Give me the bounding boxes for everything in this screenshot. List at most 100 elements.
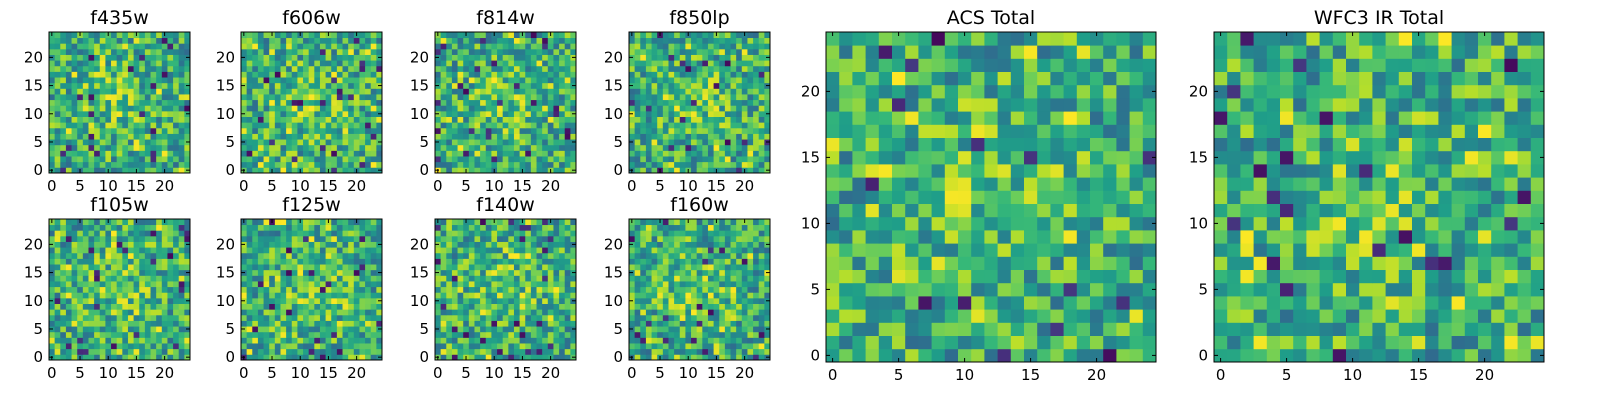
heatmap-cell — [331, 110, 338, 117]
heatmap-cell — [559, 269, 566, 276]
heatmap-cell — [49, 122, 56, 129]
heatmap-cell — [629, 343, 636, 350]
heatmap-cell — [342, 331, 349, 338]
heatmap-cell — [269, 161, 276, 168]
heatmap-cell — [303, 314, 310, 321]
heatmap-cell — [634, 122, 641, 129]
heatmap-cell — [485, 297, 492, 304]
heatmap-cell — [376, 292, 383, 299]
heatmap-cell — [246, 348, 253, 355]
heatmap-cell — [99, 150, 106, 157]
heatmap-cell — [144, 133, 151, 140]
heatmap-cell — [269, 99, 276, 106]
heatmap-cell — [559, 337, 566, 344]
heatmap-cell — [530, 82, 537, 89]
heatmap-cell — [497, 331, 504, 338]
heatmap-cell — [274, 348, 281, 355]
heatmap-cell — [308, 309, 315, 316]
heatmap-cell — [497, 99, 504, 106]
heatmap-cell — [241, 235, 248, 242]
heatmap-cell — [99, 314, 106, 321]
heatmap-cell — [127, 43, 134, 50]
heatmap-cells — [241, 219, 383, 361]
y-tick-label: 10 — [410, 105, 429, 123]
heatmap-cell — [365, 94, 372, 101]
heatmap-cell — [167, 139, 174, 146]
heatmap-cell — [474, 82, 481, 89]
heatmap-cell — [139, 264, 146, 271]
heatmap-cell — [764, 48, 771, 55]
heatmap-cell — [308, 331, 315, 338]
heatmap-cell — [707, 297, 714, 304]
heatmap-cell — [303, 348, 310, 355]
heatmap-cell — [297, 297, 304, 304]
heatmap-cell — [564, 309, 571, 316]
heatmap-cell — [559, 348, 566, 355]
heatmap-cell — [536, 105, 543, 112]
heatmap-cell — [513, 264, 520, 271]
heatmap-cell — [474, 269, 481, 276]
heatmap-cell — [629, 286, 636, 293]
heatmap-cell — [668, 116, 675, 123]
heatmap-cell — [651, 354, 658, 361]
heatmap-cell — [325, 82, 332, 89]
heatmap-cell — [696, 326, 703, 333]
heatmap-cell — [485, 37, 492, 44]
heatmap-cell — [156, 37, 163, 44]
heatmap-cell — [49, 252, 56, 259]
heatmap-cell — [724, 139, 731, 146]
heatmap-cell — [314, 122, 321, 129]
heatmap-cell — [491, 314, 498, 321]
heatmap-cell — [753, 60, 760, 67]
heatmap-cell — [297, 110, 304, 117]
heatmap-cell — [553, 314, 560, 321]
heatmap-cell — [365, 37, 372, 44]
heatmap-cell — [530, 122, 537, 129]
heatmap-cell — [65, 264, 72, 271]
heatmap-cell — [314, 156, 321, 163]
heatmap-cell — [634, 139, 641, 146]
heatmap-cell — [440, 320, 447, 327]
heatmap-cell — [297, 331, 304, 338]
heatmap-cell — [263, 281, 270, 288]
heatmap-cell — [440, 167, 447, 174]
heatmap-cell — [303, 65, 310, 72]
heatmap-cell — [241, 122, 248, 129]
y-tick-label: 20 — [216, 48, 235, 66]
heatmap-cell — [286, 320, 293, 327]
heatmap-cell — [336, 133, 343, 140]
heatmap-cell — [564, 71, 571, 78]
heatmap-cell — [662, 116, 669, 123]
heatmap-cell — [133, 292, 140, 299]
heatmap-cell — [133, 314, 140, 321]
heatmap-cell — [634, 292, 641, 299]
heatmap-cell — [640, 94, 647, 101]
heatmap-cell — [724, 309, 731, 316]
y-tick-label: 10 — [24, 105, 43, 123]
heatmap-cell — [702, 82, 709, 89]
heatmap-cell — [519, 48, 526, 55]
heatmap-cell — [94, 82, 101, 89]
heatmap-cell — [65, 133, 72, 140]
heatmap-cell — [161, 99, 168, 106]
heatmap-cell — [446, 77, 453, 84]
heatmap-cell — [105, 343, 112, 350]
heatmap-cell — [674, 156, 681, 163]
heatmap-cell — [753, 127, 760, 134]
heatmap-cell — [365, 314, 372, 321]
heatmap-cell — [668, 88, 675, 95]
heatmap-cell — [674, 320, 681, 327]
heatmap-cell — [150, 167, 157, 174]
heatmap-cell — [719, 144, 726, 151]
heatmap-cell — [111, 303, 118, 310]
heatmap-cell — [764, 105, 771, 112]
heatmap-cell — [513, 286, 520, 293]
heatmap-cell — [331, 269, 338, 276]
heatmap-cell — [559, 258, 566, 265]
heatmap-cell — [127, 269, 134, 276]
heatmap-cell — [508, 77, 515, 84]
heatmap-cell — [491, 264, 498, 271]
heatmap-cell — [359, 133, 366, 140]
heatmap-cell — [474, 110, 481, 117]
heatmap-cell — [657, 320, 664, 327]
